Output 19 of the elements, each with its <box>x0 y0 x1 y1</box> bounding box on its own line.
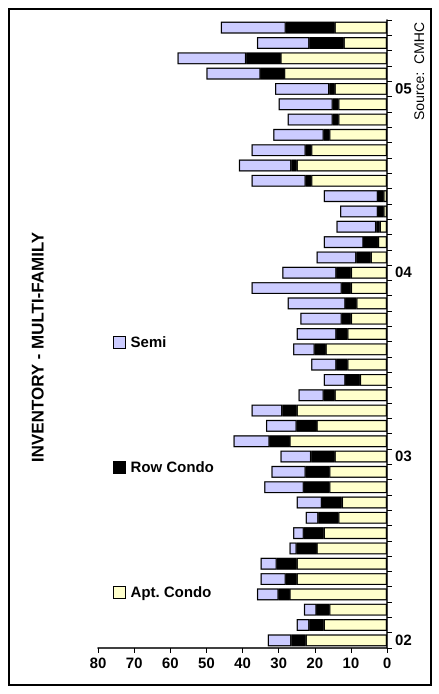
legend-label: Semi <box>130 334 166 351</box>
x-tick-label: 10 <box>342 655 360 672</box>
x-tick-label: 40 <box>234 655 251 672</box>
y-tick-label: 04 <box>395 264 412 282</box>
legend-label: Apt. Condo <box>130 584 212 601</box>
y-tick-label: 02 <box>395 632 412 649</box>
x-tick-label: 50 <box>198 655 215 672</box>
x-tick-label: 20 <box>306 655 324 672</box>
bar <box>336 220 376 233</box>
x-tick-label: 30 <box>270 655 287 672</box>
x-tick-label: 0 <box>382 655 392 672</box>
x-tick-label: 60 <box>162 655 179 672</box>
x-tick-label: 80 <box>90 655 106 672</box>
y-tick-label: 05 <box>395 80 412 98</box>
text: INVENTORY - MULTI-FAMILY <box>28 231 48 462</box>
source-note: Source: CMHC <box>411 22 427 120</box>
legend-label: Row Condo <box>130 459 214 476</box>
y-tick-label: 03 <box>395 448 412 466</box>
x-tick-label: 70 <box>126 655 142 672</box>
